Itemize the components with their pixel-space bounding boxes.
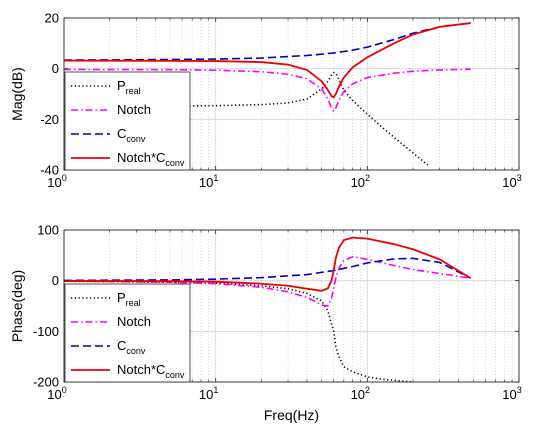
y-tick-label: 20	[45, 11, 59, 26]
legend-box	[64, 71, 191, 171]
series-line	[64, 68, 471, 113]
y-tick-label: 0	[52, 61, 59, 76]
series-line	[64, 236, 472, 292]
x-tick-label: 101	[199, 385, 218, 402]
legend-label: Notch	[117, 314, 151, 329]
x-tick-label: 100	[47, 385, 66, 402]
axes-frame	[63, 229, 520, 383]
y-tick-label: -100	[33, 324, 59, 339]
y-axis-label: Phase(deg)	[9, 270, 25, 342]
legend: Preal Notch Cconv Notch*Cconv	[64, 71, 191, 171]
x-tick-label: 103	[502, 173, 521, 190]
series-line	[64, 71, 429, 166]
series-line	[64, 257, 472, 282]
y-axis-label: Mag(dB)	[9, 67, 25, 121]
y-tick-label: 100	[37, 223, 59, 238]
y-tick-label: -40	[40, 163, 59, 178]
legend-label: Cconv	[117, 338, 146, 356]
x-axis-label: Freq(Hz)	[264, 407, 319, 423]
legend: Preal Notch Cconv Notch*Cconv	[64, 283, 191, 383]
y-tick-label: 0	[52, 273, 59, 288]
y-tick-label: -200	[33, 375, 59, 390]
legend-label: Preal	[117, 290, 141, 308]
x-tick-label: 102	[351, 385, 370, 402]
axes-frame	[63, 17, 520, 171]
series-group	[64, 22, 471, 166]
legend-box	[64, 283, 191, 383]
series-line	[64, 256, 471, 307]
x-tick-label: 102	[351, 173, 370, 190]
magnitude-plot: 100 101 102 103 -40 -20 0 20 Mag(dB) Preal Notch Cc…	[9, 11, 522, 191]
legend-label: Notch*Cconv	[117, 150, 185, 168]
legend-label: Notch*Cconv	[117, 362, 185, 380]
phase-plot: 100 101 102 103 -200 -100 0 100 Phase(deg) Freq(H…	[9, 223, 522, 424]
series-line	[64, 22, 471, 61]
x-tick-label: 103	[502, 385, 521, 402]
x-tick-label: 100	[47, 173, 66, 190]
y-tick-label: -20	[40, 112, 59, 127]
series-line	[64, 280, 414, 382]
x-tick-label: 101	[199, 173, 218, 190]
legend-label: Cconv	[117, 126, 146, 144]
series-line	[64, 22, 471, 99]
series-group	[64, 236, 472, 382]
legend-label: Notch	[117, 102, 151, 117]
legend-label: Preal	[117, 78, 141, 96]
